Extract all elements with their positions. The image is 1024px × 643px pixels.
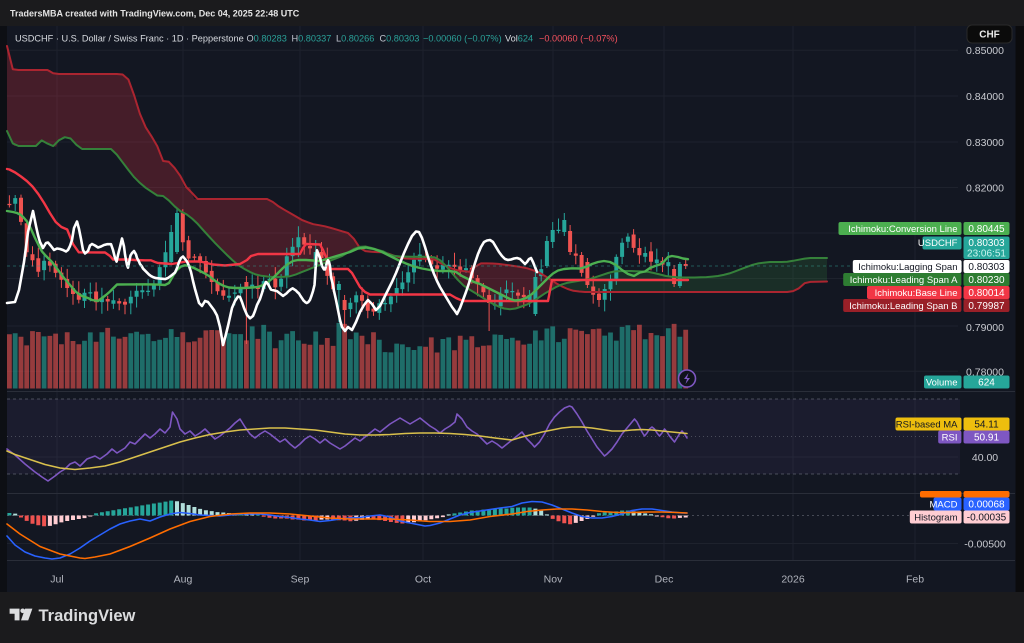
svg-text:Ichimoku:Base Line: Ichimoku:Base Line	[875, 288, 958, 299]
svg-text:0.80014: 0.80014	[968, 288, 1005, 299]
svg-text:0.00068: 0.00068	[968, 500, 1005, 511]
svg-text:0.80303: 0.80303	[968, 238, 1005, 249]
svg-text:Aug: Aug	[174, 574, 193, 586]
svg-text:23:06:51: 23:06:51	[967, 248, 1006, 259]
svg-text:Sep: Sep	[291, 574, 310, 586]
svg-text:Ichimoku:Leading Span A: Ichimoku:Leading Span A	[850, 275, 958, 286]
svg-text:0.84000: 0.84000	[966, 91, 1004, 103]
svg-text:624: 624	[978, 378, 995, 389]
svg-text:0.83000: 0.83000	[966, 137, 1004, 149]
svg-text:-0.00035: -0.00035	[967, 513, 1007, 524]
svg-text:0.80445: 0.80445	[968, 224, 1005, 235]
svg-text:0.79000: 0.79000	[966, 322, 1004, 334]
svg-text:USDCHF: USDCHF	[918, 238, 958, 249]
svg-text:RSI: RSI	[942, 432, 958, 443]
svg-text:0.79987: 0.79987	[968, 301, 1005, 312]
svg-text:40.00: 40.00	[972, 452, 998, 464]
svg-text:Ichimoku:Conversion Line: Ichimoku:Conversion Line	[848, 224, 957, 235]
svg-text:-0.00500: -0.00500	[964, 538, 1006, 550]
svg-text:Volume: Volume	[926, 377, 958, 388]
svg-text:2026: 2026	[781, 574, 805, 586]
svg-text:Ichimoku:Leading Span B: Ichimoku:Leading Span B	[849, 301, 957, 312]
svg-text:0.80230: 0.80230	[968, 275, 1005, 286]
svg-text:0.82000: 0.82000	[966, 182, 1004, 194]
svg-text:Jul: Jul	[50, 574, 63, 586]
svg-text:RSI-based MA: RSI-based MA	[896, 419, 958, 430]
svg-text:Nov: Nov	[544, 574, 563, 586]
svg-text:USDCHF · U.S. Dollar / Swiss F: USDCHF · U.S. Dollar / Swiss Franc · 1D …	[15, 34, 618, 44]
svg-text:50.91: 50.91	[974, 433, 999, 444]
svg-text:54.11: 54.11	[974, 420, 999, 431]
svg-text:Ichimoku:Lagging Span: Ichimoku:Lagging Span	[858, 262, 957, 273]
svg-text:Feb: Feb	[906, 574, 924, 586]
svg-text:CHF: CHF	[979, 30, 1000, 41]
svg-text:TradersMBA created with Tradin: TradersMBA created with TradingView.com,…	[10, 9, 300, 19]
svg-text:Oct: Oct	[415, 574, 431, 586]
svg-text:0.80303: 0.80303	[968, 262, 1005, 273]
svg-text:Dec: Dec	[655, 574, 674, 586]
svg-text:Histogram: Histogram	[914, 512, 957, 523]
svg-text:TradingView: TradingView	[39, 607, 136, 625]
svg-text:MACD: MACD	[930, 499, 958, 510]
svg-text:0.85000: 0.85000	[966, 45, 1004, 57]
